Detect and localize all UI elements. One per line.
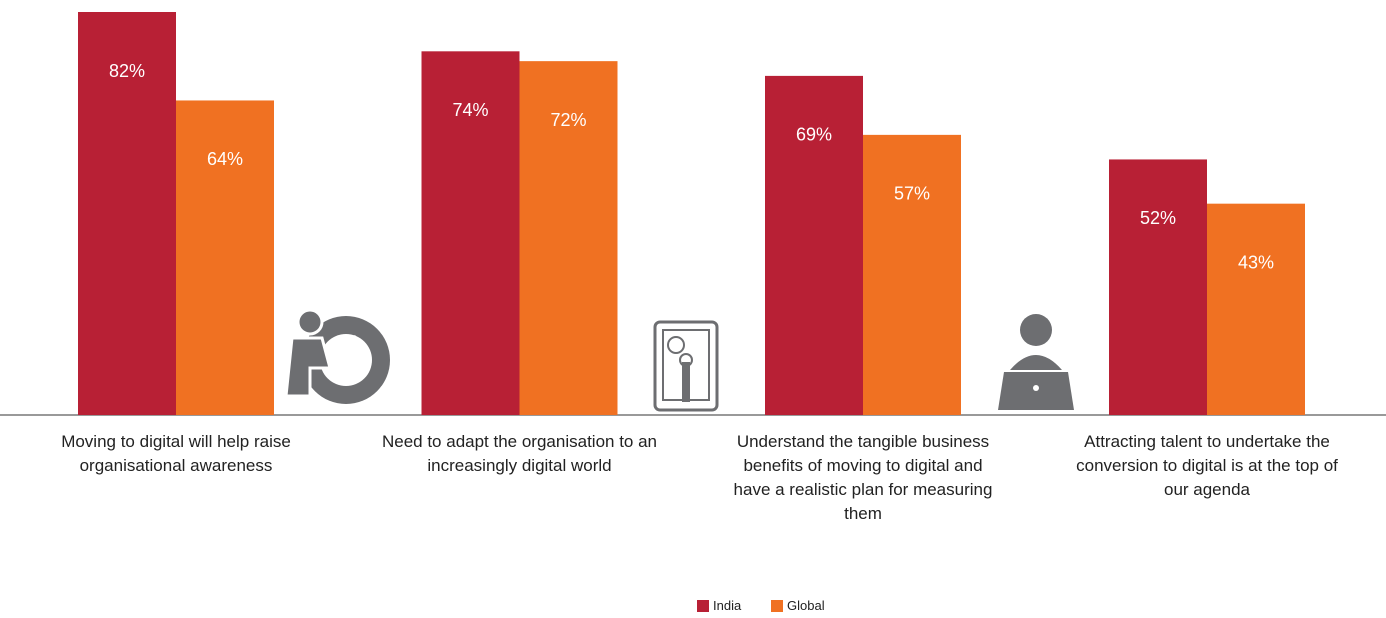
bar [1207, 203, 1305, 415]
bar [1109, 159, 1207, 415]
value-label: 52% [1140, 208, 1176, 228]
bar [519, 61, 618, 416]
legend-label: India [713, 598, 742, 613]
icon-person-laptop [998, 314, 1074, 410]
value-label: 82% [109, 61, 145, 81]
value-label: 69% [796, 125, 832, 145]
legend-item: Global [771, 598, 825, 613]
value-label: 74% [452, 100, 488, 120]
value-label: 64% [207, 149, 243, 169]
legend-swatch [697, 599, 709, 612]
legend-swatch [771, 599, 783, 612]
category-label: Moving to digital will help raise organi… [61, 432, 291, 475]
category-label: Attracting talent to undertake the conve… [1076, 432, 1338, 499]
bar [176, 100, 274, 416]
legend-item: India [697, 598, 741, 613]
category-label: Need to adapt the organisation to an inc… [381, 432, 658, 475]
icon-tablet [653, 320, 719, 412]
category-label: Understand the tangible business benefit… [733, 432, 993, 523]
value-label: 57% [894, 184, 930, 204]
value-label: 72% [550, 110, 586, 130]
bar [863, 134, 961, 416]
bar [78, 12, 176, 415]
bar [421, 51, 520, 415]
icon-person-gear [284, 308, 390, 404]
value-label: 43% [1238, 252, 1274, 272]
legend-label: Global [787, 598, 825, 613]
bar [765, 75, 863, 415]
